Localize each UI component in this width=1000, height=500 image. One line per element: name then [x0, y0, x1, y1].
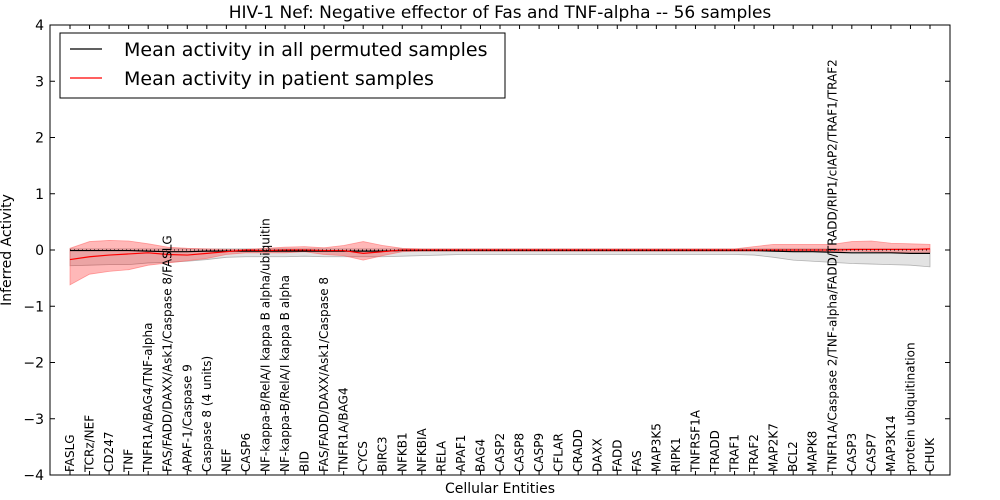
x-tick-label: MAPK8: [806, 431, 820, 472]
x-tick-label: NFKB1: [395, 432, 409, 472]
x-tick-label: APAF-1/Caspase 9: [180, 364, 194, 472]
y-tick-label: −3: [23, 412, 44, 428]
x-tick-label: BAG4: [473, 439, 487, 472]
x-tick-label: TRAF2: [747, 434, 761, 473]
x-tick-label: MAP3K5: [649, 423, 663, 472]
y-axis-ticks: −4 −3 −2 −1 0 1 2 3 4: [23, 18, 950, 484]
x-tick-label: APAF1: [454, 435, 468, 472]
x-tick-label: TRAF1: [728, 434, 742, 473]
legend-label-permuted: Mean activity in all permuted samples: [124, 39, 487, 61]
band-patient: [69, 240, 931, 286]
x-tick-label: Caspase 8 (4 units): [200, 356, 214, 472]
x-tick-label: TNFR1A/Caspase 2/TNF-alpha/FADD/TRADD/RI…: [825, 59, 839, 473]
band-permuted: [69, 248, 931, 268]
x-tick-label: BID: [298, 451, 312, 472]
x-tick-label: RELA: [434, 440, 448, 472]
legend: Mean activity in all permuted samples Me…: [59, 32, 506, 99]
x-tick-label: DAXX: [591, 438, 605, 472]
x-tick-label: TRADD: [708, 430, 722, 473]
x-tick-label: TNFR1A/BAG4: [337, 387, 351, 473]
x-tick-label: CD247: [102, 431, 116, 472]
x-tick-label: FADD: [610, 440, 624, 473]
x-tick-label: CFLAR: [552, 433, 566, 472]
x-tick-label: CASP7: [864, 433, 878, 472]
x-tick-label: TNFR1A/BAG4/TNF-alpha: [141, 323, 155, 473]
x-tick-label: CASP2: [493, 433, 507, 472]
x-tick-label: NF-kappa-B/RelA/I kappa B alpha/ubiquiti…: [258, 218, 272, 472]
legend-box: [59, 32, 506, 99]
y-axis-label: Inferred Activity: [0, 194, 15, 306]
y-tick-label: 4: [35, 18, 44, 34]
x-tick-label: CASP9: [532, 433, 546, 472]
x-tick-label: NF-kappa-B/RelA/I kappa B alpha: [278, 275, 292, 472]
x-tick-label: FASLG: [63, 434, 77, 472]
y-tick-label: 2: [35, 131, 44, 147]
x-tick-label: protein ubiquitination: [903, 342, 917, 472]
x-tick-label: CRADD: [571, 429, 585, 472]
legend-label-patient: Mean activity in patient samples: [124, 68, 434, 90]
x-tick-label: CASP8: [513, 433, 527, 472]
x-tick-label: NEF: [219, 448, 233, 472]
chart-title: HIV-1 Nef: Negative effector of Fas and …: [229, 3, 772, 23]
y-tick-label: −2: [23, 356, 44, 372]
x-tick-label: CYCS: [356, 441, 370, 472]
x-tick-label: MAP2K7: [767, 423, 781, 472]
y-tick-label: 1: [35, 187, 44, 203]
x-tick-label: TNF: [122, 449, 136, 473]
x-tick-label: MAP3K14: [884, 415, 898, 472]
x-tick-label: FAS/FADD/DAXX/Ask1/Caspase 8: [317, 277, 331, 472]
x-tick-label: FAS: [630, 450, 644, 472]
x-tick-label: CHUK: [923, 437, 937, 472]
x-tick-label: CASP3: [845, 433, 859, 472]
y-tick-label: 0: [35, 243, 44, 259]
x-axis-label: Cellular Entities: [445, 481, 555, 497]
x-axis-tick-labels: FASLG TCRz/NEF CD247 TNF TNFR1A/BAG4/TNF-alp…: [63, 59, 937, 473]
y-tick-label: −1: [23, 299, 44, 315]
x-axis-ticks: [69, 25, 931, 475]
confidence-bands: [69, 240, 931, 286]
x-tick-label: TNFRSF1A: [688, 409, 702, 473]
y-tick-label: 3: [35, 74, 44, 90]
x-tick-label: TCRz/NEF: [83, 415, 97, 473]
x-tick-label: FAS/FADD/DAXX/Ask1/Caspase 8/FASLG: [161, 235, 175, 472]
x-tick-label: BCL2: [786, 441, 800, 472]
x-tick-label: RIPK1: [669, 437, 683, 472]
x-tick-label: NFKBIA: [415, 427, 429, 472]
x-tick-label: CASP6: [239, 433, 253, 472]
x-tick-label: BIRC3: [376, 436, 390, 472]
y-tick-label: −4: [23, 468, 44, 484]
